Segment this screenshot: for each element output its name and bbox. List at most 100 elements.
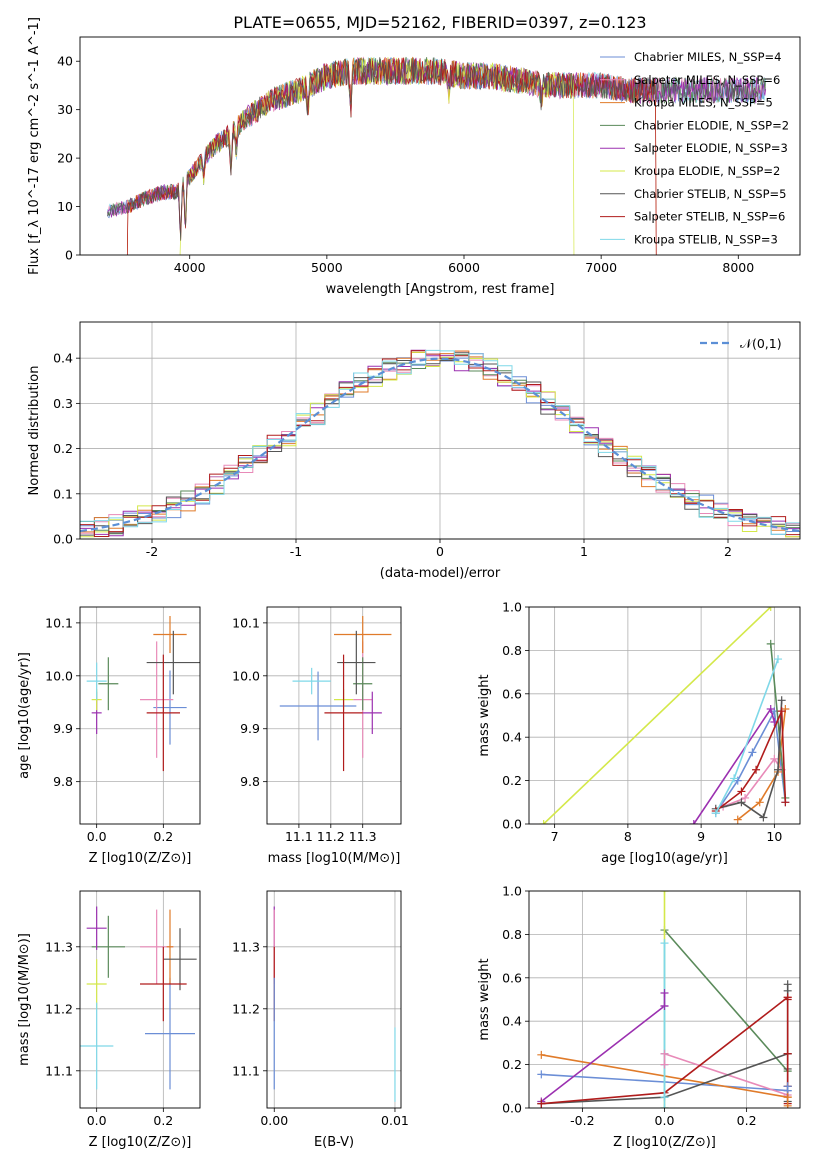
normal-curve: [80, 357, 800, 533]
x-tick-label: 8: [624, 829, 632, 844]
series-line: [663, 929, 789, 1072]
plot-frame: [79, 890, 201, 1109]
y-tick-label: 11.1: [45, 1063, 73, 1078]
y-axis-label: Normed distribution: [27, 366, 42, 496]
mass_vs_Z-axes: 0.0 0.2 11.1 11.2 11.3 Z [log10(Z/Z⊙)] mass [l…: [17, 891, 200, 1150]
y-tick-label: 10.1: [232, 615, 260, 630]
plot-frame: [79, 36, 801, 256]
x-tick-label: 0.0: [87, 1113, 107, 1128]
series-marker: [752, 765, 761, 774]
x-tick-label: 5000: [311, 260, 343, 275]
y-tick-label: 0.2: [53, 441, 73, 456]
series-marker: [537, 1050, 546, 1059]
series-marker: [766, 704, 775, 713]
y-axis-label: age [log10(age/yr)]: [17, 652, 32, 779]
y-tick-label: 9.8: [53, 774, 73, 789]
y-tick-label: 10.0: [232, 668, 260, 683]
series-marker: [783, 993, 792, 1002]
y-tick-label: 11.2: [232, 1001, 260, 1016]
series-marker: [783, 1093, 792, 1102]
spectrum-axes: 4000 5000 6000 7000 8000 0 10 20 30 40 wavelength …: [27, 17, 754, 297]
y-axis-label: Flux [f_λ 10^-17 erg cm^-2 s^-1 A^-1]: [27, 17, 42, 275]
y-tick-label: 0.6: [502, 970, 522, 985]
histograms: [80, 349, 800, 538]
spectrum-lines: [107, 56, 767, 255]
weight_vs_Z-lines: [537, 891, 792, 1108]
series-marker: [777, 707, 786, 716]
series-line: [543, 607, 772, 824]
histogram-kroupa-stelib: [80, 349, 800, 538]
series-marker: [748, 748, 757, 757]
y-tick-label: 30: [57, 102, 73, 117]
y-tick-label: 0.2: [502, 773, 522, 788]
x-tick-label: -0.2: [570, 1113, 594, 1128]
series-marker: [660, 1049, 669, 1058]
y-tick-label: 0.3: [53, 396, 73, 411]
x-tick-label: 0.2: [737, 1113, 757, 1128]
series-marker: [741, 793, 750, 802]
x-axis-label: Z [log10(Z/Z⊙)]: [89, 851, 192, 866]
y-tick-label: 10.1: [45, 615, 73, 630]
x-tick-label: 0.01: [381, 1113, 409, 1128]
x-axis-label: mass [log10(M/M⊙)]: [268, 851, 401, 866]
series-marker: [730, 774, 739, 783]
plot-frame: [79, 321, 801, 540]
series-marker: [537, 1099, 546, 1108]
y-tick-label: 0.0: [502, 817, 522, 832]
legend-label: Kroupa MILES, N_SSP=5: [634, 96, 773, 110]
y-tick-label: 0.6: [502, 686, 522, 701]
mass_vs_Z-points: [80, 906, 197, 1090]
series-marker: [755, 798, 764, 807]
y-tick-label: 9.9: [240, 721, 260, 736]
y-axis-label: mass weight: [477, 958, 492, 1040]
series-marker: [783, 1101, 792, 1108]
series-line: [664, 1053, 788, 1096]
x-tick-label: 7: [551, 829, 559, 844]
x-axis-label: Z [log10(Z/Z⊙)]: [613, 1135, 716, 1150]
x-tick-label: -1: [290, 544, 302, 559]
series-line: [540, 1005, 665, 1103]
histogram-chabrier-stelib: [80, 352, 800, 538]
y-tick-label: 11.3: [232, 939, 260, 954]
mass_vs_ebv-axes: 0.00 0.01 11.1 11.2 11.3 E(B-V): [232, 891, 409, 1150]
x-axis-label: (data-model)/error: [380, 566, 501, 581]
x-tick-label: 7000: [585, 260, 617, 275]
series-marker: [783, 1082, 792, 1091]
legend-label: Kroupa STELIB, N_SSP=3: [634, 232, 778, 246]
residuals-legend: 𝒩(0,1): [700, 336, 782, 351]
series-marker: [733, 815, 742, 824]
x-tick-label: 11.1: [285, 829, 313, 844]
y-tick-label: 20: [57, 151, 73, 166]
y-tick-label: 0.1: [53, 486, 73, 501]
plot-frame: [266, 606, 402, 825]
y-tick-label: 0.4: [502, 730, 522, 745]
series-marker: [766, 639, 775, 648]
legend-label: Salpeter ELODIE, N_SSP=3: [634, 141, 788, 155]
plot-frame: [266, 890, 402, 1109]
series-line: [737, 708, 787, 821]
age_vs_mass-points: [279, 615, 392, 772]
y-tick-label: 0.0: [502, 1101, 522, 1116]
series-marker: [539, 820, 548, 824]
y-tick-label: 0: [65, 248, 73, 263]
plot-frame: [528, 890, 801, 1109]
x-tick-label: 0.00: [260, 1113, 288, 1128]
weight_vs_Z-axes: -0.2 0.0 0.2 0.0 0.2 0.4 0.6 0.8 1.0 Z [log10(Z/Z…: [477, 884, 800, 1150]
x-tick-label: 0: [436, 544, 444, 559]
x-tick-label: 11.2: [317, 829, 345, 844]
y-tick-label: 10: [57, 199, 73, 214]
figure-title: PLATE=0655, MJD=52162, FIBERID=0397, z=0…: [233, 13, 646, 32]
x-axis-label: age [log10(age/yr)]: [601, 851, 728, 866]
series-line: [693, 707, 776, 824]
plot-frame: [528, 606, 801, 825]
legend-label: Kroupa ELODIE, N_SSP=2: [634, 164, 780, 178]
series-marker: [783, 1049, 792, 1058]
series-marker: [537, 1070, 546, 1079]
x-tick-label: 6000: [448, 260, 480, 275]
x-tick-label: 0.2: [153, 1113, 173, 1128]
age_vs_Z-points: [86, 615, 200, 772]
x-tick-label: 9: [697, 829, 705, 844]
series-marker: [783, 980, 792, 989]
y-tick-label: 1.0: [502, 600, 522, 615]
